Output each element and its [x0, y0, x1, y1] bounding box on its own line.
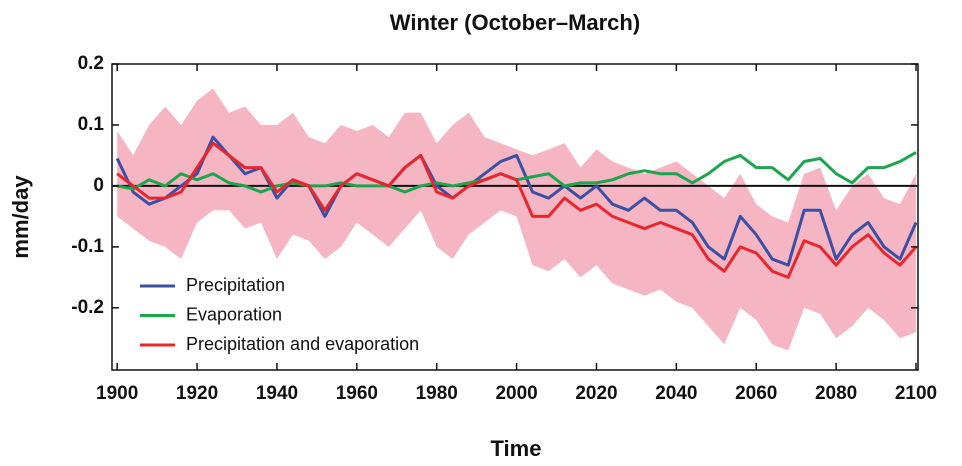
- x-tick-label: 1980: [416, 383, 458, 404]
- x-tick-label: 1900: [96, 383, 138, 404]
- y-axis-label: mm/day: [8, 175, 33, 259]
- legend-label: Precipitation: [186, 275, 285, 295]
- x-tick-label: 2080: [815, 383, 857, 404]
- x-tick-label: 2020: [575, 383, 617, 404]
- x-tick-label: 2040: [655, 383, 697, 404]
- y-tick-label: 0.2: [78, 53, 104, 74]
- x-tick-label: 1940: [256, 383, 298, 404]
- y-tick-label: -0.1: [71, 236, 104, 257]
- y-tick-label: 0: [93, 175, 104, 196]
- x-tick-label: 2100: [895, 383, 937, 404]
- x-axis-label: Time: [491, 436, 542, 461]
- x-tick-label: 1960: [336, 383, 378, 404]
- plot-frame: [111, 63, 919, 371]
- series-line: [115, 135, 918, 267]
- y-tick-label: 0.1: [78, 114, 105, 135]
- uncertainty-band: [117, 88, 917, 351]
- series-line: [116, 141, 918, 279]
- x-tick-label: 1920: [176, 383, 218, 404]
- x-tick-label: 2000: [495, 383, 537, 404]
- legend-label: Precipitation and evaporation: [186, 334, 419, 354]
- legend-label: Evaporation: [186, 304, 282, 324]
- x-tick-label: 2060: [735, 383, 777, 404]
- y-tick-label: -0.2: [71, 297, 104, 318]
- chart-title: Winter (October–March): [390, 10, 640, 35]
